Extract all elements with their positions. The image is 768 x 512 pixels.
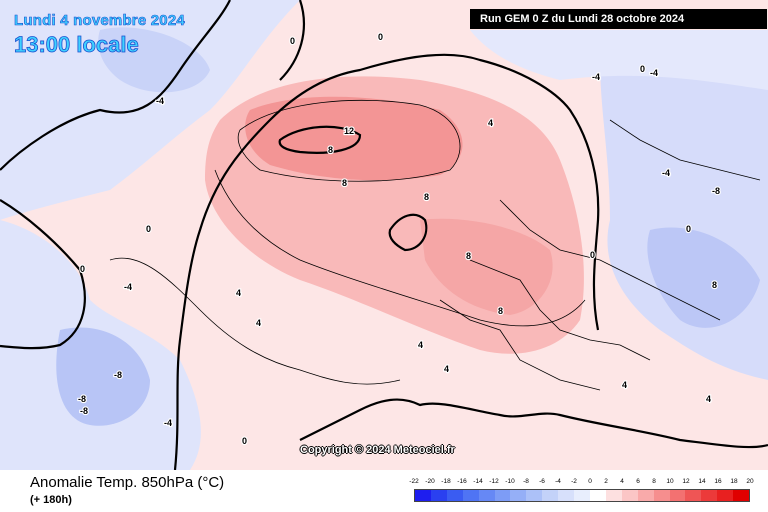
temperature-anomaly-map: 12 8 8 8 8 8 8 4 4 4 4 4 4 4 0 0 0 0 0 0… [0, 0, 768, 470]
contour-label: 8 [328, 145, 333, 155]
color-scale-swatch [669, 490, 686, 501]
color-scale-tick-label: 2 [604, 478, 608, 485]
contour-label: 4 [488, 118, 493, 128]
color-scale-tick-label: 20 [746, 478, 754, 485]
color-scale-tick-label: 16 [714, 478, 722, 485]
legend-title: Anomalie Temp. 850hPa (°C) [30, 474, 225, 491]
color-scale-tick-label: -18 [441, 478, 451, 485]
color-scale-swatch [637, 490, 654, 501]
contour-label: 0 [640, 64, 645, 74]
cold-region-greenland [0, 0, 300, 220]
contour-label: 4 [418, 340, 423, 350]
contour-label: 0 [242, 436, 247, 446]
color-scale-tick-label: -16 [457, 478, 467, 485]
color-scale-tick-label: -8 [523, 478, 529, 485]
color-scale-swatch [415, 490, 431, 501]
color-scale-swatch [462, 490, 479, 501]
contour-label: -4 [156, 96, 164, 106]
color-scale-tick-label: 18 [730, 478, 738, 485]
color-scale-swatch [430, 490, 447, 501]
contour-label: 0 [290, 36, 295, 46]
color-scale-tick-label: 6 [636, 478, 640, 485]
contour-label: -4 [164, 418, 172, 428]
color-scale-tick-label: -12 [489, 478, 499, 485]
forecast-hour: (+ 180h) [30, 494, 72, 506]
color-scale-tick-label: -22 [409, 478, 419, 485]
color-scale-swatch [605, 490, 622, 501]
color-scale-swatch [558, 490, 575, 501]
legend-footer: Anomalie Temp. 850hPa (°C) (+ 180h) -22-… [0, 470, 768, 512]
color-scale-swatch [478, 490, 495, 501]
color-scale-swatch [494, 490, 511, 501]
color-scale-swatch [542, 490, 559, 501]
contour-label: 4 [622, 380, 627, 390]
color-scale-bar [414, 489, 750, 502]
color-scale-tick-label: -10 [505, 478, 515, 485]
forecast-local-time: 13:00 locale [14, 32, 140, 58]
contour-lines [109, 99, 586, 385]
coastlines [0, 0, 768, 470]
color-scale-swatch [717, 490, 734, 501]
contour-label: -4 [662, 168, 670, 178]
cold-region-atlantic-core [56, 327, 150, 426]
contour-label: -4 [124, 282, 132, 292]
cold-region-arctic [470, 30, 768, 90]
forecast-date: Lundi 4 novembre 2024 [14, 12, 185, 30]
contour-label: 0 [146, 224, 151, 234]
contour-label: 4 [256, 318, 261, 328]
contour-label: 0 [590, 250, 595, 260]
color-scale-tick-label: 12 [682, 478, 690, 485]
contour-label: -8 [712, 186, 720, 196]
color-scale: -22 -20 -18 -16 -14 -12 -10 -8 -6 -4 -2 0 2 4 6 8 10 12 14… [409, 478, 754, 506]
contour-label: 4 [236, 288, 241, 298]
contour-label: 8 [424, 192, 429, 202]
color-scale-swatch [446, 490, 463, 501]
contour-label: 8 [498, 306, 503, 316]
cold-region-greenland-core [98, 27, 210, 93]
borders [439, 119, 761, 391]
contour-label: 8 [466, 251, 471, 261]
color-scale-tick-label: -20 [425, 478, 435, 485]
color-scale-swatch [526, 490, 543, 501]
color-scale-tick-label: -4 [555, 478, 561, 485]
contour-label: -8 [78, 394, 86, 404]
color-scale-tick-label: -14 [473, 478, 483, 485]
color-scale-swatch [574, 490, 590, 501]
color-scale-tick-label: 14 [698, 478, 706, 485]
color-scale-swatch [653, 490, 670, 501]
color-scale-tick-label: 8 [652, 478, 656, 485]
run-info-banner: Run GEM 0 Z du Lundi 28 octobre 2024 [470, 9, 767, 29]
color-scale-labels: -22 -20 -18 -16 -14 -12 -10 -8 -6 -4 -2 0 2 4 6 8 10 12 14… [409, 478, 754, 488]
color-scale-tick-label: -2 [571, 478, 577, 485]
contour-label: 8 [712, 280, 717, 290]
color-scale-tick-label: 10 [666, 478, 674, 485]
copyright-notice: Copyright © 2024 Meteociel.fr [300, 444, 455, 456]
warm-region-core [245, 96, 463, 181]
contour-label: 4 [444, 364, 449, 374]
color-scale-tick-label: 0 [588, 478, 592, 485]
contour-label: 4 [706, 394, 711, 404]
contour-label: -4 [592, 72, 600, 82]
contour-label: 0 [686, 224, 691, 234]
color-scale-tick-label: -6 [539, 478, 545, 485]
contour-label: -4 [650, 68, 658, 78]
color-scale-swatch [701, 490, 718, 501]
contour-label: 12 [344, 126, 354, 136]
color-scale-swatch [621, 490, 638, 501]
contour-label: 0 [378, 32, 383, 42]
color-scale-swatch [589, 490, 606, 501]
contour-label: 8 [342, 178, 347, 188]
cold-region-east-core [647, 227, 760, 328]
contour-labels: 12 8 8 8 8 8 8 4 4 4 4 4 4 4 0 0 0 0 0 0… [77, 31, 721, 447]
color-scale-swatch [685, 490, 702, 501]
contour-label: 0 [80, 264, 85, 274]
color-scale-swatch [510, 490, 527, 501]
contour-label: -8 [114, 370, 122, 380]
contour-label: -8 [80, 406, 88, 416]
color-scale-swatch [733, 490, 750, 501]
color-scale-tick-label: 4 [620, 478, 624, 485]
